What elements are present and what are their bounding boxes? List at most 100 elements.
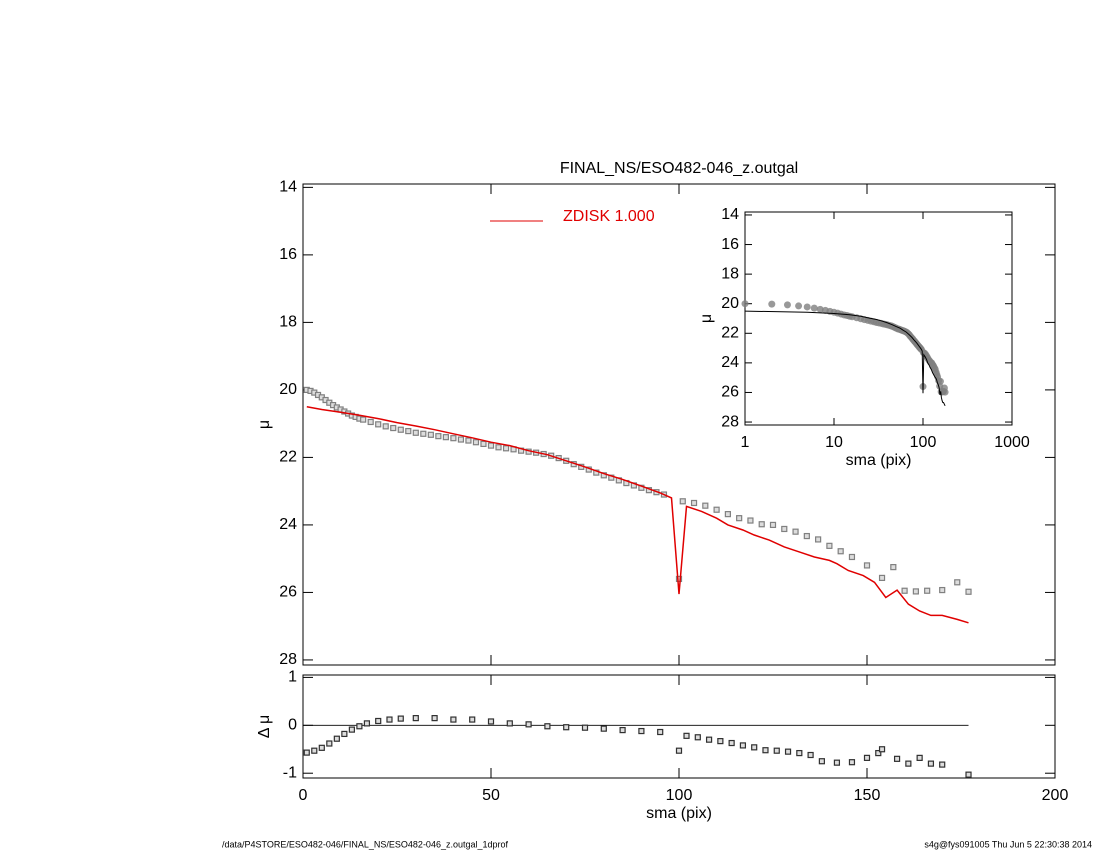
model-line (306, 406, 969, 624)
data-point (741, 300, 749, 308)
data-point (450, 716, 457, 723)
y-tick-label: 26 (279, 584, 297, 601)
data-point (751, 744, 758, 751)
data-point (427, 431, 434, 438)
footer-left: /data/P4STORE/ESO482-046/FINAL_NS/ESO482… (222, 839, 509, 849)
data-point (450, 435, 457, 442)
data-point (390, 424, 397, 432)
data-point (326, 740, 333, 747)
y-tick-label: 24 (721, 354, 739, 371)
data-point (375, 421, 382, 428)
y-tick-label: 20 (721, 295, 739, 312)
data-point (348, 726, 355, 733)
data-point (412, 715, 419, 722)
data-point (795, 302, 803, 310)
data-point (796, 749, 803, 757)
data-point (728, 739, 735, 747)
data-point (768, 300, 776, 308)
data-point (563, 724, 570, 731)
y-tick-label: 1 (288, 669, 297, 686)
data-point (965, 771, 972, 778)
data-point (702, 502, 709, 509)
data-point (341, 730, 348, 738)
data-point (375, 717, 382, 725)
data-point (480, 440, 487, 448)
data-point (435, 433, 442, 440)
data-point (431, 715, 438, 722)
data-point (954, 579, 961, 586)
data-point (690, 499, 698, 507)
data-point (912, 588, 919, 595)
data-point (472, 439, 480, 446)
data-point (705, 736, 713, 743)
x-tick-label: 150 (854, 787, 881, 804)
data-point (936, 377, 944, 385)
data-point (502, 445, 510, 452)
y-tick-label: 22 (721, 325, 739, 342)
data-point (807, 751, 814, 759)
data-point (397, 426, 404, 433)
data-point (939, 586, 946, 594)
data-point (717, 738, 724, 745)
data-point (924, 587, 931, 594)
y-axis-label: μ (698, 314, 715, 323)
data-point (675, 575, 683, 583)
data-point (965, 588, 972, 595)
legend-label: ZDISK 1.000 (563, 208, 655, 225)
data-point (875, 749, 882, 757)
data-point (901, 587, 908, 594)
data-point (927, 760, 935, 767)
data-point (739, 742, 747, 749)
data-point (878, 746, 886, 753)
x-tick-label: 50 (482, 787, 500, 804)
data-point (318, 744, 325, 751)
data-point (773, 747, 780, 754)
data-point (457, 436, 465, 443)
data-point (803, 303, 811, 311)
data-point (939, 761, 946, 768)
data-point (333, 735, 340, 742)
data-point (878, 574, 886, 582)
y-axis-label: Δ μ (256, 715, 273, 738)
data-point (638, 727, 645, 735)
data-point (941, 388, 949, 396)
data-point (781, 525, 788, 533)
data-point (837, 548, 844, 555)
data-point (487, 718, 495, 725)
data-point (736, 515, 743, 522)
y-axis-label: μ (256, 420, 273, 429)
data-point (818, 758, 825, 765)
data-point (619, 726, 626, 734)
y-tick-label: 16 (721, 236, 739, 253)
data-point (783, 301, 791, 309)
data-point (694, 734, 701, 741)
footer-right: s4g@fys091005 Thu Jun 5 22:30:38 2014 (924, 839, 1092, 849)
data-point (762, 747, 769, 754)
x-tick-label: 0 (299, 787, 308, 804)
x-tick-label: 200 (1042, 787, 1069, 804)
y-tick-label: 14 (279, 179, 297, 196)
data-point (412, 429, 419, 436)
x-tick-label: 100 (910, 434, 937, 451)
data-point (311, 747, 318, 754)
data-point (487, 442, 495, 449)
data-point (863, 562, 871, 569)
data-point (506, 720, 513, 727)
data-point (713, 506, 720, 513)
x-axis-label: sma (pix) (646, 805, 712, 822)
data-point (581, 724, 589, 731)
data-point (356, 723, 363, 730)
data-point (600, 472, 607, 479)
x-tick-label: 1000 (994, 434, 1030, 451)
data-point (803, 532, 810, 540)
data-point (386, 716, 393, 723)
data-point (784, 748, 792, 755)
data-point (815, 536, 822, 543)
x-tick-label: 10 (825, 434, 843, 451)
y-tick-label: 28 (721, 413, 739, 430)
y-tick-label: 28 (279, 651, 297, 668)
y-tick-label: 24 (279, 516, 297, 533)
data-point (420, 430, 427, 437)
y-tick-label: 26 (721, 384, 739, 401)
